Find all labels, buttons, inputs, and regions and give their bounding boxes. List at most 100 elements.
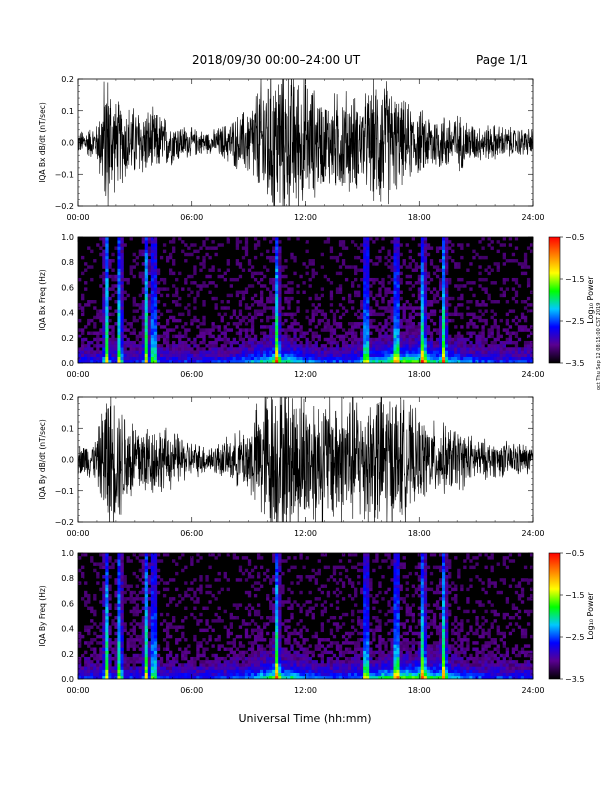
spectrogram-cell [169, 622, 173, 626]
spectrogram-cell [108, 584, 112, 588]
spectrogram-cell [196, 587, 200, 592]
spectrogram-cell [153, 650, 158, 655]
spectrogram-cell [329, 246, 334, 250]
spectrogram-cell [363, 249, 367, 254]
spectrogram-cell [153, 353, 158, 357]
spectrogram-cell [308, 322, 312, 326]
spectrogram-cell [78, 277, 82, 282]
spectrogram-cell [317, 353, 321, 357]
spectrogram-cell [105, 252, 109, 257]
spectrogram-cell [305, 356, 309, 361]
spectrogram-cell [490, 347, 494, 351]
spectrogram-cell [281, 306, 285, 310]
spectrogram-cell [490, 325, 494, 329]
spectrogram-cell [120, 259, 124, 263]
spectrogram-cell [159, 656, 164, 661]
spectrogram-cell [141, 666, 146, 670]
spectrogram-cell [360, 356, 364, 361]
spectrogram-cell [223, 675, 227, 679]
spectrogram-cell [93, 622, 97, 626]
spectrogram-cell [144, 252, 149, 257]
spectrogram-cell [296, 656, 300, 661]
spectrogram-cell [435, 290, 440, 294]
spectrogram-cell [335, 356, 340, 361]
spectrogram-cell [102, 337, 106, 342]
spectrogram-cell [263, 274, 267, 279]
spectrogram-cell [99, 675, 103, 679]
spectrogram-cell [305, 663, 309, 667]
spectrogram-cell [214, 612, 218, 617]
spectrogram-cell [275, 590, 279, 595]
spectrogram-cell [159, 622, 164, 626]
spectrogram-cell [87, 300, 91, 304]
spectrogram-cell [460, 293, 464, 298]
spectrogram-cell [445, 271, 449, 276]
spectrogram-cell [496, 268, 500, 272]
spectrogram-cell [169, 666, 173, 670]
spectrogram-cell [393, 309, 397, 313]
spectrogram-cell [223, 337, 227, 342]
spectrogram-cell [272, 359, 276, 363]
spectrogram-cell [384, 318, 388, 323]
spectrogram-cell [478, 277, 482, 282]
spectrogram-cell [305, 353, 309, 357]
spectrogram-cell [505, 277, 510, 282]
spectrogram-cell [141, 249, 146, 254]
spectrogram-cell [396, 246, 400, 250]
spectrogram-cell [311, 650, 315, 655]
spectrogram-cell [278, 666, 282, 670]
spectrogram-cell [181, 666, 185, 670]
spectrogram-cell [232, 322, 237, 326]
spectrogram-cell [338, 315, 343, 320]
spectrogram-cell [78, 356, 82, 361]
spectrogram-cell [275, 631, 279, 636]
spectrogram-cell [396, 259, 400, 263]
spectrogram-cell [366, 359, 370, 363]
spectrogram-cell [93, 612, 97, 617]
spectrogram-cell [96, 340, 100, 345]
spectrogram-cell [184, 281, 188, 285]
spectrogram-cell [105, 315, 109, 320]
spectrogram-cell [438, 287, 443, 291]
spectrogram-cell [363, 284, 367, 288]
spectrogram-cell [457, 303, 461, 307]
spectrogram-cell [199, 262, 203, 266]
spectrogram-cell [281, 584, 285, 588]
spectrogram-cell [181, 334, 185, 339]
spectrogram-cell [269, 619, 273, 623]
x-tick-label: 24:00 [521, 370, 544, 379]
spectrogram-cell [278, 631, 282, 636]
spectrogram-cell [396, 334, 400, 339]
spectrogram-cell [435, 300, 440, 304]
spectrogram-cell [181, 663, 185, 667]
spectrogram-cell [520, 353, 525, 357]
spectrogram-cell [141, 638, 146, 642]
spectrogram-cell [323, 328, 328, 332]
spectrogram-cell [175, 350, 179, 354]
spectrogram-cell [223, 334, 227, 339]
spectrogram-cell [102, 240, 106, 244]
spectrogram-cell [305, 340, 309, 345]
spectrogram-cell [141, 277, 146, 282]
spectrogram-cell [320, 650, 324, 655]
spectrogram-cell [256, 300, 261, 304]
spectrogram-cell [244, 590, 249, 595]
spectrogram-cell [144, 293, 149, 298]
spectrogram-cell [466, 337, 470, 342]
spectrogram-cell [141, 331, 146, 335]
spectrogram-cell [293, 356, 297, 361]
spectrogram-cell [253, 334, 258, 339]
spectrogram-cell [117, 641, 121, 645]
spectrogram-cell [363, 243, 367, 247]
spectrogram-cell [420, 287, 425, 291]
spectrogram-cell [108, 350, 112, 354]
spectrogram-cell [326, 350, 331, 354]
x-tick-label: 24:00 [521, 213, 544, 222]
spectrogram-cell [120, 653, 124, 658]
spectrogram-cell [120, 600, 124, 604]
spectrogram-cell [423, 350, 428, 354]
spectrogram-cell [278, 265, 282, 269]
spectrogram-cell [175, 353, 179, 357]
spectrogram-cell [123, 656, 127, 661]
spectrogram-cell [296, 663, 300, 667]
